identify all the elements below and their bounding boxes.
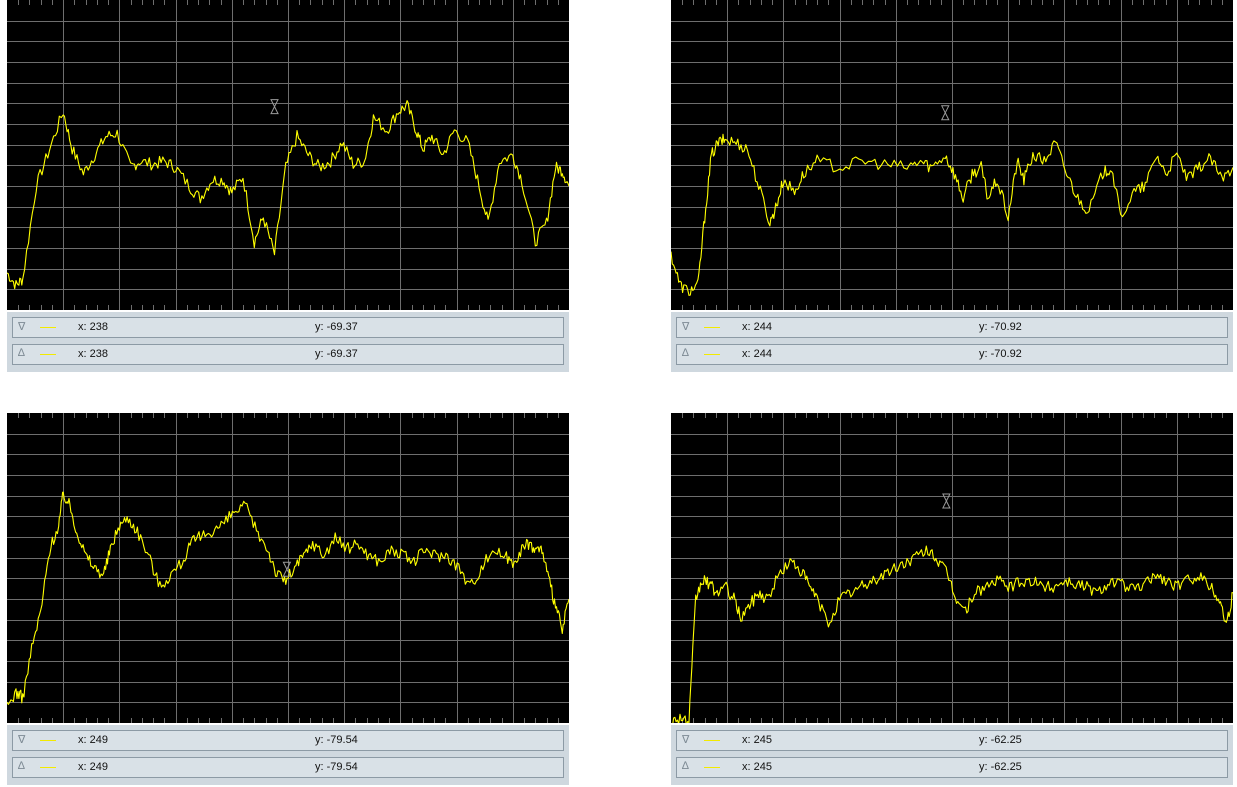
marker-up-icon bbox=[940, 111, 950, 121]
x-readout: x: 244 bbox=[742, 348, 772, 360]
y-readout: y: -70.92 bbox=[979, 321, 1022, 333]
readout-box: ∇ x: 244 y: -70.92 ∆ x: 244 y: -70.92 bbox=[671, 312, 1233, 372]
plot-area[interactable] bbox=[671, 413, 1233, 723]
readout-row-marker-bottom[interactable]: ∆ x: 244 y: -70.92 bbox=[676, 344, 1228, 365]
marker-down-icon bbox=[282, 561, 292, 571]
trace-line bbox=[7, 491, 569, 705]
y-readout: y: -79.54 bbox=[315, 734, 358, 746]
plot-area[interactable] bbox=[7, 0, 569, 310]
marker-up-icon bbox=[942, 499, 951, 509]
x-readout: x: 249 bbox=[78, 734, 108, 746]
plot-svg bbox=[7, 0, 569, 310]
trace-legend-line bbox=[704, 354, 720, 355]
readout-box: ∇ x: 245 y: -62.25 ∆ x: 245 y: -62.25 bbox=[671, 725, 1233, 785]
marker-down-icon bbox=[942, 493, 951, 503]
readout-row-marker-bottom[interactable]: ∆ x: 245 y: -62.25 bbox=[676, 757, 1228, 778]
x-readout: x: 238 bbox=[78, 321, 108, 333]
readout-row-marker-bottom[interactable]: ∆ x: 249 y: -79.54 bbox=[12, 757, 564, 778]
chart-panel-2: ∇ x: 244 y: -70.92 ∆ x: 244 y: -70.92 bbox=[664, 0, 1233, 372]
chart-panel-3: ∇ x: 249 y: -79.54 ∆ x: 249 y: -79.54 bbox=[0, 413, 569, 785]
trace-line bbox=[7, 100, 569, 290]
trace-legend-line bbox=[40, 327, 56, 328]
readout-row-marker-top[interactable]: ∇ x: 238 y: -69.37 bbox=[12, 317, 564, 338]
marker-down-icon bbox=[270, 99, 279, 108]
y-readout: y: -79.54 bbox=[315, 761, 358, 773]
plot-svg bbox=[7, 413, 569, 723]
marker-up-icon: ∆ bbox=[18, 760, 25, 772]
y-readout: y: -62.25 bbox=[979, 734, 1022, 746]
trace-legend-line bbox=[704, 740, 720, 741]
y-readout: y: -69.37 bbox=[315, 321, 358, 333]
trace-legend-line bbox=[704, 767, 720, 768]
marker-up-icon: ∆ bbox=[18, 347, 25, 359]
chart-panel-1: ∇ x: 238 y: -69.37 ∆ x: 238 y: -69.37 bbox=[0, 0, 569, 372]
marker-down-icon: ∇ bbox=[682, 321, 690, 333]
marker-down-icon: ∇ bbox=[18, 321, 26, 333]
trace-legend-line bbox=[40, 354, 56, 355]
readout-box: ∇ x: 249 y: -79.54 ∆ x: 249 y: -79.54 bbox=[7, 725, 569, 785]
x-readout: x: 249 bbox=[78, 761, 108, 773]
trace-legend-line bbox=[40, 767, 56, 768]
readout-row-marker-top[interactable]: ∇ x: 249 y: -79.54 bbox=[12, 730, 564, 751]
x-readout: x: 238 bbox=[78, 348, 108, 360]
trace-legend-line bbox=[40, 740, 56, 741]
x-readout: x: 245 bbox=[742, 734, 772, 746]
x-readout: x: 244 bbox=[742, 321, 772, 333]
readout-row-marker-top[interactable]: ∇ x: 245 y: -62.25 bbox=[676, 730, 1228, 751]
y-readout: y: -69.37 bbox=[315, 348, 358, 360]
plot-svg bbox=[671, 413, 1233, 723]
marker-down-icon bbox=[940, 105, 950, 114]
plot-area[interactable] bbox=[671, 0, 1233, 310]
readout-row-marker-top[interactable]: ∇ x: 244 y: -70.92 bbox=[676, 317, 1228, 338]
x-readout: x: 245 bbox=[742, 761, 772, 773]
marker-up-icon bbox=[282, 568, 292, 577]
trace-legend-line bbox=[704, 327, 720, 328]
readout-box: ∇ x: 238 y: -69.37 ∆ x: 238 y: -69.37 bbox=[7, 312, 569, 372]
chart-panel-4: ∇ x: 245 y: -62.25 ∆ x: 245 y: -62.25 bbox=[664, 413, 1233, 785]
trace-line bbox=[672, 545, 1233, 723]
plot-svg bbox=[671, 0, 1233, 310]
readout-row-marker-bottom[interactable]: ∆ x: 238 y: -69.37 bbox=[12, 344, 564, 365]
marker-down-icon: ∇ bbox=[682, 734, 690, 746]
marker-down-icon: ∇ bbox=[18, 734, 26, 746]
marker-up-icon bbox=[270, 105, 279, 115]
y-readout: y: -70.92 bbox=[979, 348, 1022, 360]
plot-area[interactable] bbox=[7, 413, 569, 723]
marker-up-icon: ∆ bbox=[682, 760, 689, 772]
marker-up-icon: ∆ bbox=[682, 347, 689, 359]
trace-line bbox=[671, 133, 1233, 296]
y-readout: y: -62.25 bbox=[979, 761, 1022, 773]
